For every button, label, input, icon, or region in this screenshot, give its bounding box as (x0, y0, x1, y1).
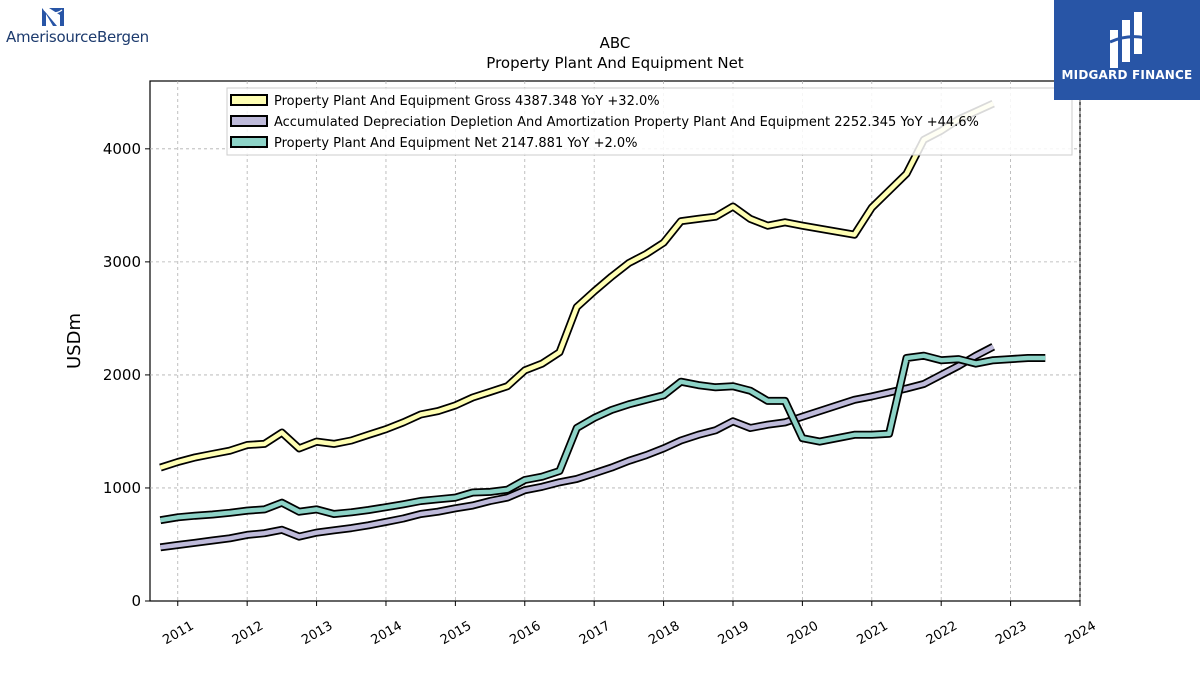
x-tick-label: 2017 (577, 619, 613, 649)
x-tick-label: 2022 (924, 619, 960, 649)
chart-title: ABC (600, 34, 631, 52)
legend-label-3: Property Plant And Equipment Net 2147.88… (274, 136, 638, 151)
midgard-mark-icon (1109, 12, 1147, 68)
y-tick-label: 4000 (103, 140, 141, 158)
midgard-finance-logo: MIDGARD FINANCE (1054, 0, 1200, 100)
legend-label-1: Property Plant And Equipment Gross 4387.… (274, 94, 660, 109)
x-tick-label: 2024 (1063, 619, 1099, 649)
x-tick-label: 2011 (160, 619, 196, 649)
x-tick-label: 2016 (507, 619, 543, 649)
legend-swatch-1 (230, 94, 268, 106)
x-tick-label: 2020 (785, 619, 821, 649)
chart-subtitle: Property Plant And Equipment Net (486, 54, 743, 72)
amerisourcebergen-logo: AmerisourceBergen (6, 6, 166, 46)
x-tick-label: 2021 (854, 619, 890, 649)
series-line-3 (160, 353, 1046, 523)
y-axis-label: USDm (64, 313, 85, 369)
x-tick-label: 2012 (230, 619, 266, 649)
y-tick-label: 3000 (103, 253, 141, 271)
amerisourcebergen-wordmark: AmerisourceBergen (6, 28, 149, 46)
x-tick-label: 2014 (369, 619, 405, 649)
amerisourcebergen-mark-icon (42, 8, 64, 26)
legend-box (226, 87, 1073, 156)
x-tick-label: 2023 (993, 619, 1029, 649)
series-line-1 (159, 101, 995, 470)
legend: Property Plant And Equipment Gross 4387.… (226, 87, 1073, 156)
x-tick-label: 2015 (438, 619, 474, 649)
plot-frame (149, 80, 1081, 602)
x-tick-label: 2013 (299, 619, 335, 649)
y-tick-label: 1000 (103, 479, 141, 497)
legend-swatch-3 (230, 136, 268, 148)
midgard-finance-wordmark: MIDGARD FINANCE (1061, 68, 1193, 82)
y-tick-label: 0 (131, 592, 141, 610)
series-group (159, 99, 1046, 552)
series-line-2 (160, 344, 995, 550)
legend-label-2: Accumulated Depreciation Depletion And A… (274, 115, 979, 130)
x-tick-label: 2019 (716, 619, 752, 649)
x-tick-label: 2018 (646, 619, 682, 649)
y-tick-label: 2000 (103, 366, 141, 384)
legend-swatch-2 (230, 115, 268, 127)
